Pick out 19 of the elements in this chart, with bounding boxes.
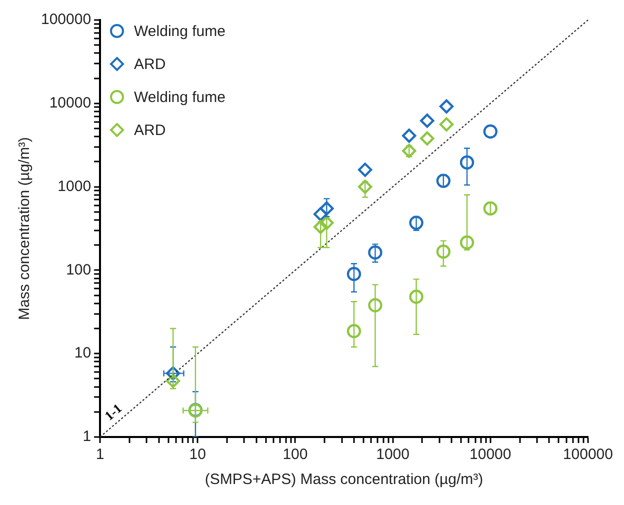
y-tick-label: 10000 [49,94,92,112]
annotation: 1-1 [102,400,125,424]
x-tick-label: 10 [189,446,206,464]
y-tick-label: 100 [66,261,92,278]
legend-label: ARD [134,56,166,72]
x-tick-label: 100 [282,446,308,464]
y-axis-title: Mass concentration (µg/m³) [16,137,34,320]
x-axis-title: (SMPS+APS) Mass concentration (µg/m³) [204,471,484,488]
x-tick-label: 1000 [376,446,410,464]
y-tick-label: 10 [74,344,92,362]
x-tick-label: 10000 [470,446,512,464]
y-tick-label: 1000 [58,178,92,195]
y-tick-label: 1 [82,428,92,446]
y-tick-label: 100000 [40,11,92,28]
legend-label: Welding fume [134,22,226,40]
x-tick-label: 100000 [562,446,614,464]
legend-label: ARD [134,122,166,138]
legend-label: Welding fume [134,88,226,106]
x-tick-label: 1 [96,446,104,464]
